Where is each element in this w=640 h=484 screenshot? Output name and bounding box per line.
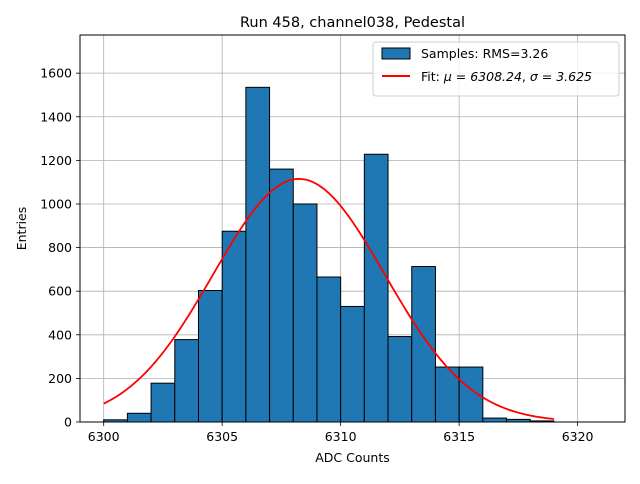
y-tick-label: 1400 bbox=[40, 109, 72, 124]
y-tick-label: 1200 bbox=[40, 153, 72, 168]
histogram-bar bbox=[221, 230, 247, 423]
histogram-bar bbox=[292, 203, 318, 423]
fit-curve-layer bbox=[103, 177, 555, 420]
histogram-bar bbox=[245, 86, 271, 423]
legend: Samples: RMS=3.26 Fit: μ = 6308.24, σ = … bbox=[372, 41, 620, 97]
y-tick-label: 1600 bbox=[40, 66, 72, 81]
y-axis-ticks: 0 200 400 600 800 1000 1200 1400 1600 bbox=[40, 66, 80, 430]
histogram-bar bbox=[316, 276, 342, 423]
y-axis-label: Entries bbox=[14, 207, 29, 251]
x-tick-label: 6315 bbox=[443, 429, 475, 444]
x-tick-label: 6320 bbox=[562, 429, 594, 444]
y-tick-label: 800 bbox=[48, 240, 72, 255]
y-tick-label: 1000 bbox=[40, 196, 72, 211]
y-tick-label: 0 bbox=[64, 415, 72, 430]
histogram-bar bbox=[150, 382, 176, 423]
legend-fit-sigma: σ = 3.625 bbox=[530, 69, 592, 84]
histogram-bar bbox=[197, 290, 223, 423]
legend-box bbox=[372, 41, 620, 97]
x-axis-ticks: 6300 6305 6310 6315 6320 bbox=[88, 422, 594, 444]
legend-label-samples: Samples: RMS=3.26 bbox=[421, 46, 548, 61]
x-tick-label: 6300 bbox=[88, 429, 120, 444]
histogram-bar bbox=[174, 339, 199, 423]
legend-label-fit: Fit: μ = 6308.24, σ = 3.625 bbox=[421, 69, 592, 84]
legend-fit-separator: , bbox=[522, 69, 530, 84]
histogram-bars bbox=[103, 86, 555, 423]
histogram-bar bbox=[340, 305, 365, 423]
axes-frame bbox=[79, 34, 626, 423]
y-tick-label: 600 bbox=[48, 284, 72, 299]
x-axis-label: ADC Counts bbox=[315, 450, 390, 465]
legend-fit-prefix: Fit: bbox=[421, 69, 444, 84]
chart-title: Run 458, channel038, Pedestal bbox=[240, 15, 465, 31]
legend-fit-mu: μ = 6308.24 bbox=[443, 69, 522, 84]
histogram-bar bbox=[269, 168, 294, 423]
histogram-bar bbox=[387, 336, 413, 423]
histogram-bar bbox=[126, 412, 152, 423]
y-tick-label: 400 bbox=[48, 327, 72, 342]
x-tick-label: 6305 bbox=[206, 429, 238, 444]
x-tick-label: 6310 bbox=[325, 429, 357, 444]
legend-swatch-samples bbox=[381, 47, 411, 60]
y-tick-label: 200 bbox=[48, 371, 72, 386]
histogram-bar bbox=[411, 266, 436, 423]
histogram-bar bbox=[363, 153, 389, 423]
fit-curve bbox=[103, 177, 555, 420]
histogram-bar bbox=[482, 417, 508, 423]
